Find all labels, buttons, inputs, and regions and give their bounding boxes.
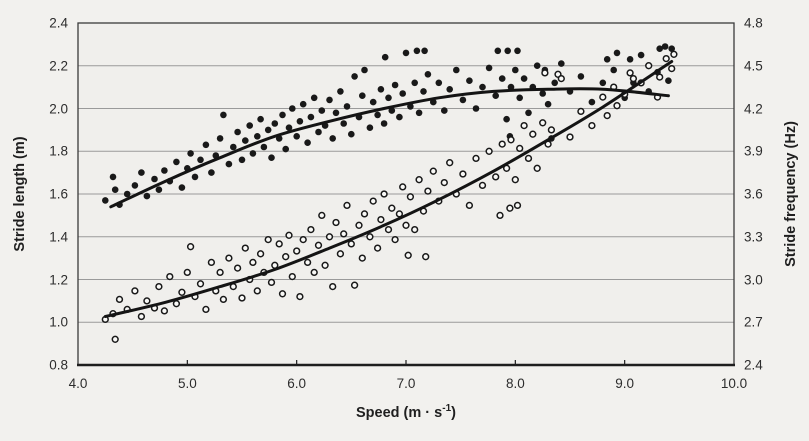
y-right-tick-label: 4.2 bbox=[744, 100, 763, 116]
stride-length-fit-curve bbox=[109, 87, 670, 209]
y-left-tick-label: 0.8 bbox=[49, 357, 68, 373]
y-left-tick-label: 1.6 bbox=[49, 186, 68, 202]
x-tick-label: 8.0 bbox=[505, 376, 525, 391]
x-axis-ticks bbox=[186, 360, 626, 365]
x-tick-label: 10.0 bbox=[720, 376, 748, 391]
y-right-tick-label: 3.6 bbox=[744, 186, 763, 202]
y-right-tick-label: 3.0 bbox=[744, 271, 763, 287]
gridlines bbox=[78, 65, 734, 323]
y-left-tick-label: 2.2 bbox=[49, 58, 68, 73]
x-axis-title-superscript: -1 bbox=[442, 403, 452, 414]
y-left-tick-label: 1.2 bbox=[49, 271, 68, 287]
y-right-tick-label: 2.4 bbox=[744, 357, 763, 373]
y-left-tick-label: 1.8 bbox=[49, 143, 68, 159]
x-axis-title-text: Speed (m · s bbox=[356, 404, 443, 421]
y-right-tick-label: 4.8 bbox=[744, 15, 763, 31]
y-left-tick-label: 1.0 bbox=[49, 314, 68, 330]
y-right-tick-label: 3.9 bbox=[744, 143, 763, 159]
x-axis-title: Speed (m · s-1) bbox=[356, 403, 456, 421]
x-tick-label: 6.0 bbox=[287, 376, 307, 391]
y-axis-title-left: Stride length (m) bbox=[11, 136, 28, 252]
x-tick-label: 7.0 bbox=[396, 376, 416, 391]
y-axis-title-right: Stride frequency (Hz) bbox=[782, 121, 799, 267]
y-right-tick-label: 3.3 bbox=[744, 229, 763, 244]
x-axis-title-close-paren: ) bbox=[451, 404, 456, 421]
stride-frequency-points bbox=[101, 50, 678, 343]
y-left-tick-label: 2.0 bbox=[49, 100, 68, 116]
y-left-tick-label: 2.4 bbox=[49, 15, 68, 31]
stride-frequency-fit-curve bbox=[103, 60, 674, 318]
y-right-tick-label: 4.5 bbox=[744, 58, 763, 73]
x-tick-label: 9.0 bbox=[615, 376, 635, 391]
x-tick-label: 5.0 bbox=[177, 376, 197, 391]
x-tick-label: 4.0 bbox=[68, 376, 88, 391]
y-left-tick-label: 1.4 bbox=[49, 229, 68, 244]
y-right-tick-label: 2.7 bbox=[744, 314, 763, 330]
